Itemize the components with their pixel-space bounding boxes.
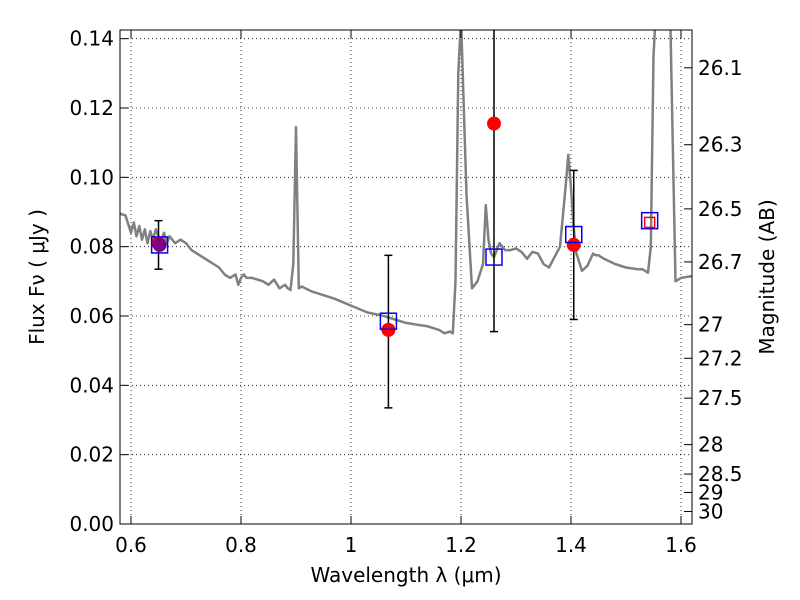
y-tick-label: 0.14	[69, 27, 114, 51]
y2-tick-label: 30	[698, 500, 723, 524]
x-tick-label: 0.8	[225, 533, 257, 557]
model-flux-marker	[640, 211, 659, 230]
model-flux-marker	[150, 236, 169, 254]
model-flux-marker	[485, 248, 503, 266]
x-tick-label: 0.6	[115, 533, 147, 557]
x-tick-label: 1	[345, 533, 358, 557]
y2-tick-label: 27.2	[698, 346, 743, 370]
plot-frame	[119, 29, 693, 525]
y2-tick-label: 29	[698, 480, 723, 504]
model-flux-marker	[379, 312, 398, 330]
y-tick-label: 0.02	[69, 443, 114, 467]
spectrum-line	[120, 30, 692, 335]
y-tick-label: 0.00	[69, 512, 114, 536]
x-tick-label: 1.2	[445, 533, 477, 557]
y2-tick-label: 26.5	[698, 197, 743, 221]
x-tick-label: 1.6	[665, 533, 697, 557]
data-point	[566, 237, 581, 252]
model-spectrum	[120, 30, 692, 335]
x-axis-label: Wavelength λ (μm)	[310, 563, 501, 587]
y-axis-label: Flux Fν ( μJy )	[25, 209, 49, 345]
y-tick-label: 0.08	[69, 235, 114, 259]
y2-tick-label: 26.7	[698, 250, 743, 274]
y-tick-label: 0.12	[69, 96, 114, 120]
y-tick-label: 0.04	[69, 373, 114, 397]
y2-tick-label: 27	[698, 313, 723, 337]
y2-tick-label: 26.1	[698, 56, 743, 80]
x-tick-label: 1.4	[555, 533, 587, 557]
y2-axis-label: Magnitude (AB)	[755, 199, 779, 354]
photometry-markers	[150, 30, 659, 409]
data-point	[487, 116, 501, 131]
data-point	[152, 237, 167, 252]
y2-tick-label: 28	[698, 433, 723, 457]
model-flux-marker	[643, 216, 656, 229]
y2-tick-label: 27.5	[698, 386, 743, 410]
y2-tick-label: 26.3	[698, 133, 743, 157]
model-flux-marker	[565, 225, 583, 244]
y-tick-label: 0.10	[69, 165, 114, 189]
axis-ticks: 0.6 0.8 1 1.2 1.4 1.6 0.00 0.02 0.04 0.06 0.08 0.10…	[69, 27, 742, 557]
y2-tick-label: 28.5	[698, 462, 743, 486]
y-tick-label: 0.06	[69, 304, 114, 328]
